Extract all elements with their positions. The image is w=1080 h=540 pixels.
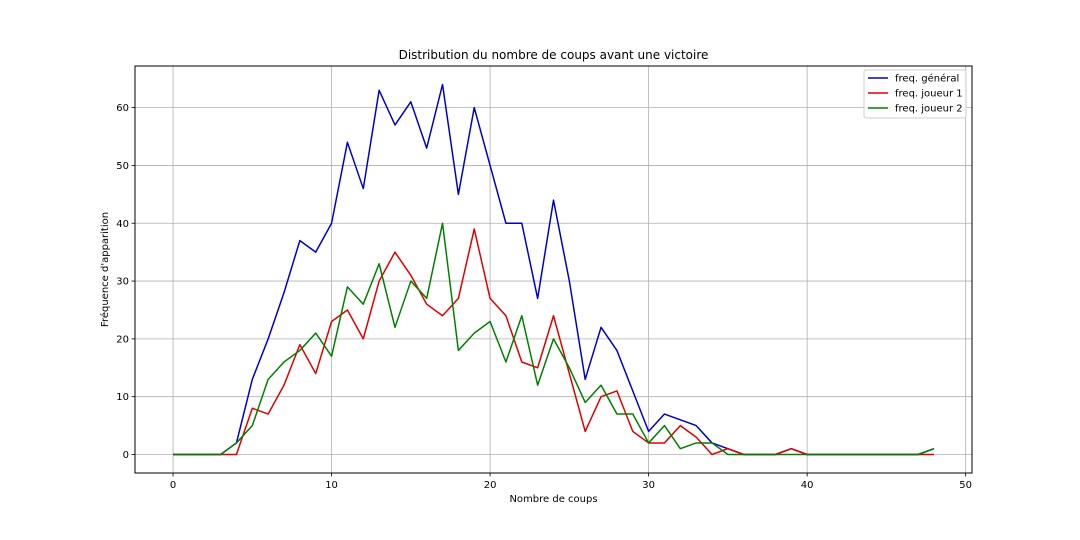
plot-area: 0 10 20 30 40 50 0 10 20 30 40 50 60 [116, 65, 973, 491]
x-tick-label: 20 [484, 480, 497, 491]
x-tick-label: 0 [170, 480, 176, 491]
y-tick-label: 50 [116, 161, 129, 172]
ticks: 0 10 20 30 40 50 0 10 20 30 40 50 60 [116, 103, 972, 491]
series-lines [173, 83, 935, 456]
legend-label-1: freq. général [895, 73, 959, 85]
y-tick-label: 30 [116, 277, 129, 288]
series-line-3 [173, 222, 935, 456]
y-tick-label: 20 [116, 334, 129, 345]
x-tick-label: 50 [959, 480, 972, 491]
y-tick-label: 0 [123, 450, 129, 461]
y-tick-label: 10 [116, 392, 129, 403]
legend-label-3: freq. joueur 2 [895, 104, 963, 115]
y-axis-label: Fréquence d'apparition [99, 212, 111, 327]
x-tick-label: 10 [325, 480, 338, 491]
legend-box [863, 69, 967, 119]
x-tick-label: 40 [801, 480, 814, 491]
x-axis-label: Nombre de coups [509, 494, 597, 505]
chart-title: Distribution du nombre de coups avant un… [399, 48, 709, 62]
y-tick-label: 60 [116, 103, 129, 114]
plot-frame [134, 65, 973, 474]
legend-label-2: freq. joueur 1 [895, 89, 963, 100]
legend: freq. général freq. joueur 1 freq. joueur … [863, 69, 967, 119]
x-tick-label: 30 [642, 480, 655, 491]
y-tick-label: 40 [116, 219, 129, 230]
